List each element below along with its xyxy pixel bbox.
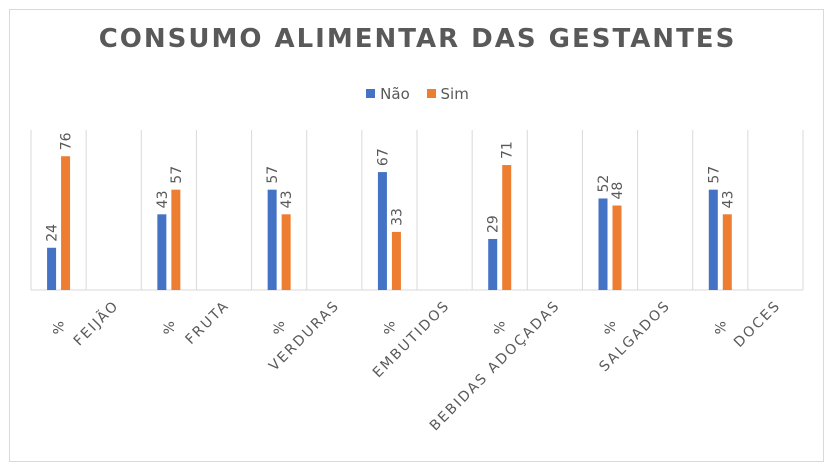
data-label: 57: [265, 166, 281, 184]
tick-label-percent: %: [603, 321, 619, 334]
bar-sim: [171, 189, 181, 290]
data-label: 33: [389, 208, 405, 226]
tick-label-percent: %: [162, 321, 178, 334]
tick-label-percent: %: [382, 321, 398, 334]
data-label: 48: [610, 182, 626, 200]
bar-sim: [391, 231, 401, 290]
tick-label-percent: %: [493, 321, 509, 334]
bar-nao: [267, 189, 277, 290]
legend-label-nao: Não: [380, 84, 410, 103]
data-label: 57: [706, 166, 722, 184]
data-label: 71: [500, 141, 516, 159]
legend-item-nao: Não: [366, 85, 410, 103]
tick-label-group: EMBUTIDOS: [370, 298, 454, 382]
data-label: 29: [486, 215, 502, 233]
tick-label-group: FRUTA: [183, 298, 233, 348]
legend-swatch-nao: [366, 89, 376, 98]
bar-nao: [598, 198, 608, 290]
bar-nao: [708, 189, 718, 290]
bar-sim: [61, 156, 71, 290]
bar-nao: [47, 247, 57, 290]
tick-label-percent: %: [52, 321, 68, 334]
bar-nao: [377, 172, 387, 290]
tick-label-group: FEIJÃO: [70, 297, 123, 350]
data-label: 24: [45, 224, 61, 242]
legend-label-sim: Sim: [440, 84, 469, 103]
data-label: 76: [59, 132, 75, 150]
data-label: 43: [279, 190, 295, 208]
legend-swatch-sim: [426, 89, 436, 98]
legend-item-sim: Sim: [426, 84, 469, 103]
bar-sim: [722, 214, 732, 290]
bar-sim: [502, 165, 512, 290]
tick-label-group: BEBIDAS ADOÇADAS: [427, 298, 564, 435]
bar-nao: [488, 238, 498, 290]
chart-legend: Não Sim: [0, 84, 835, 103]
data-label: 57: [169, 166, 185, 184]
data-label: 43: [720, 190, 736, 208]
chart-title: CONSUMO ALIMENTAR DAS GESTANTES: [98, 24, 737, 54]
bar-nao: [157, 214, 167, 290]
tick-label-group: SALGADOS: [596, 298, 674, 376]
data-label: 43: [155, 190, 171, 208]
data-label: 67: [375, 148, 391, 166]
tick-label-group: DOCES: [731, 298, 784, 351]
bar-sim: [612, 205, 622, 290]
tick-label-group: VERDURAS: [266, 298, 343, 375]
tick-label-percent: %: [272, 321, 288, 334]
tick-label-percent: %: [713, 321, 729, 334]
data-label: 52: [596, 175, 612, 193]
bar-sim: [281, 214, 291, 290]
